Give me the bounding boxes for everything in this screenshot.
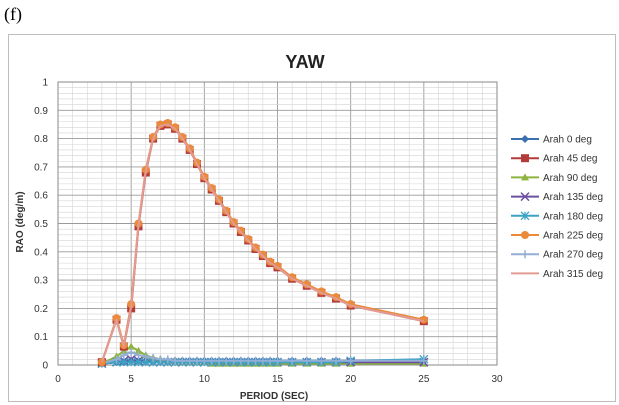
panel-label: (f) <box>4 4 22 24</box>
y-tick-label: 1 <box>42 78 48 89</box>
data-point <box>134 357 143 367</box>
x-axis-title: PERIOD (SEC) <box>240 391 308 402</box>
data-point <box>119 351 128 360</box>
data-point <box>185 356 194 365</box>
series-group <box>97 119 429 369</box>
legend-label: Arah 180 deg <box>543 211 603 222</box>
legend-entry: Arah 0 deg <box>511 135 592 146</box>
data-point <box>141 352 150 361</box>
y-tick-label: 0.5 <box>34 219 48 230</box>
data-point <box>251 356 260 365</box>
legend-entry: Arah 90 deg <box>511 173 598 184</box>
data-point <box>207 356 216 365</box>
y-tick-label: 0.2 <box>34 304 48 315</box>
x-tick-label: 5 <box>128 374 134 385</box>
series-arah-270-deg <box>97 348 428 368</box>
data-point <box>134 351 143 360</box>
data-point <box>222 356 231 365</box>
data-point <box>134 346 143 354</box>
data-point <box>521 154 529 163</box>
legend-entry: Arah 45 deg <box>511 154 598 165</box>
x-tick-label: 25 <box>418 374 430 385</box>
data-point <box>258 356 267 365</box>
data-point <box>171 123 180 132</box>
legend-label: Arah 0 deg <box>543 135 592 146</box>
y-tick-label: 0.6 <box>34 191 48 202</box>
series-line <box>101 358 424 365</box>
legend-label: Arah 90 deg <box>543 173 598 184</box>
data-point <box>229 356 238 365</box>
data-point <box>521 135 529 143</box>
x-tick-labels: 0 5 10 15 20 25 30 <box>55 374 503 385</box>
y-tick-label: 0.9 <box>34 106 48 117</box>
data-point <box>521 250 529 259</box>
legend-label: Arah 135 deg <box>543 192 603 203</box>
data-point <box>193 356 202 365</box>
data-point <box>156 355 165 364</box>
y-tick-label: 0.8 <box>34 134 48 145</box>
data-point <box>520 192 530 202</box>
data-point <box>273 356 282 365</box>
legend-entry: Arah 225 deg <box>511 231 603 242</box>
chart-title: YAW <box>285 52 324 72</box>
data-point <box>171 356 180 365</box>
x-tick-label: 15 <box>272 374 284 385</box>
x-tick-label: 20 <box>345 374 357 385</box>
legend-label: Arah 45 deg <box>543 154 598 165</box>
y-tick-label: 0.7 <box>34 162 48 173</box>
legend-entry: Arah 180 deg <box>511 211 603 222</box>
legend-label: Arah 315 deg <box>543 269 603 280</box>
y-tick-label: 0.3 <box>34 276 48 287</box>
legend-entry: Arah 315 deg <box>511 269 603 280</box>
data-point <box>419 356 428 365</box>
data-point <box>520 211 530 221</box>
data-point <box>521 231 529 239</box>
x-tick-label: 10 <box>199 374 211 385</box>
y-tick-label: 0 <box>42 361 48 372</box>
y-tick-label: 0.1 <box>34 332 48 343</box>
y-tick-labels: 0 0.1 0.2 0.3 0.4 0.5 0.6 0.7 0.8 0.9 1 <box>34 78 48 372</box>
y-tick-label: 0.4 <box>34 247 48 258</box>
data-point <box>126 357 136 367</box>
data-point <box>119 357 129 367</box>
data-point <box>346 356 355 365</box>
x-tick-label: 30 <box>491 374 503 385</box>
data-point <box>149 353 158 362</box>
grid <box>57 81 498 366</box>
data-point <box>302 356 311 365</box>
data-point <box>112 314 121 323</box>
data-point <box>127 342 136 350</box>
data-point <box>163 355 172 364</box>
legend: Arah 0 deg Arah 45 deg Arah 90 deg Arah 135… <box>511 135 603 280</box>
legend-label: Arah 225 deg <box>543 231 603 242</box>
legend-entry: Arah 135 deg <box>511 192 603 203</box>
x-tick-label: 0 <box>55 374 61 385</box>
data-point <box>127 348 136 357</box>
legend-entry: Arah 270 deg <box>511 250 603 261</box>
data-point <box>521 173 529 181</box>
series-line <box>100 123 425 363</box>
data-point <box>317 356 326 365</box>
data-point <box>266 356 275 365</box>
legend-label: Arah 270 deg <box>543 250 603 261</box>
data-point <box>288 356 297 365</box>
data-point <box>419 315 428 324</box>
series-arah-315-deg <box>100 123 425 363</box>
data-point <box>200 356 209 365</box>
data-point <box>178 356 187 365</box>
data-point <box>214 356 223 365</box>
y-axis-title: RAO (deg/m) <box>15 191 26 252</box>
data-point <box>332 356 341 365</box>
data-point <box>244 356 253 365</box>
data-point <box>112 355 121 364</box>
data-point <box>236 356 245 365</box>
